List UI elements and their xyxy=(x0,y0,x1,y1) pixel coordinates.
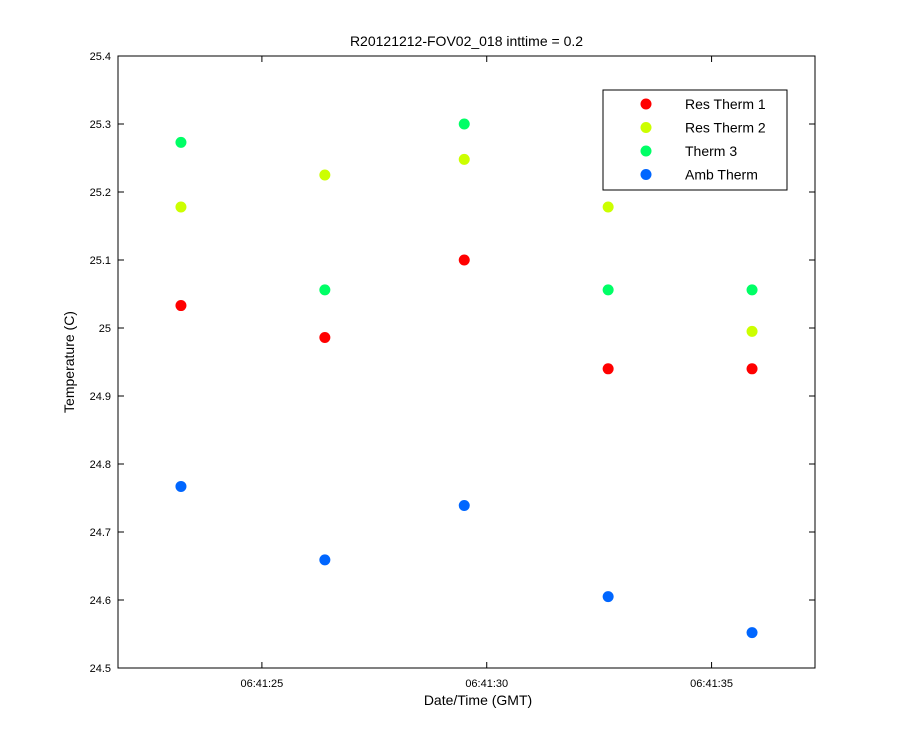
y-tick-label: 25.1 xyxy=(90,255,111,267)
legend-marker-therm-3 xyxy=(640,145,652,157)
point-res-therm-2 xyxy=(458,153,470,165)
legend-marker-res-therm-1 xyxy=(640,98,652,110)
point-res-therm-2 xyxy=(602,201,614,213)
point-therm-3 xyxy=(458,118,470,130)
y-tick-label: 24.8 xyxy=(90,459,111,471)
y-tick-label: 25.2 xyxy=(90,187,111,199)
y-axis-label: Temperature (C) xyxy=(61,311,77,413)
y-tick-label: 24.9 xyxy=(90,391,111,403)
y-tick-label: 24.7 xyxy=(90,527,111,539)
x-axis-label: Date/Time (GMT) xyxy=(424,692,532,708)
y-tick-label: 25.4 xyxy=(90,51,111,63)
legend-label-res-therm-2: Res Therm 2 xyxy=(685,120,766,136)
point-amb-therm xyxy=(175,480,187,492)
x-tick-label: 06:41:35 xyxy=(690,678,733,690)
data-points xyxy=(175,118,758,639)
point-res-therm-1 xyxy=(458,254,470,266)
point-amb-therm xyxy=(458,499,470,511)
point-res-therm-1 xyxy=(175,300,187,312)
point-amb-therm xyxy=(602,591,614,603)
x-tick-label: 06:41:30 xyxy=(465,678,508,690)
point-therm-3 xyxy=(602,284,614,296)
point-res-therm-2 xyxy=(175,201,187,213)
legend-marker-res-therm-2 xyxy=(640,122,652,133)
y-tick-label: 24.6 xyxy=(90,595,111,607)
legend: Res Therm 1 Res Therm 2 Therm 3 Amb Therm xyxy=(602,89,788,191)
legend-label-therm-3: Therm 3 xyxy=(685,143,737,159)
legend-marker-amb-therm xyxy=(640,169,652,180)
legend-label-amb-therm: Amb Therm xyxy=(685,167,758,183)
point-res-therm-1 xyxy=(746,363,758,375)
point-res-therm-2 xyxy=(319,169,331,181)
point-therm-3 xyxy=(746,284,758,296)
point-amb-therm xyxy=(319,554,331,566)
axis-ticks: 06:41:25 06:41:30 06:41:35 24.5 24.6 24.7 24.8… xyxy=(90,51,815,690)
legend-box xyxy=(602,89,788,191)
chart-title: R20121212-FOV02_018 inttime = 0.2 xyxy=(350,33,583,49)
point-res-therm-2 xyxy=(746,325,758,337)
point-therm-3 xyxy=(175,136,187,148)
point-therm-3 xyxy=(319,284,331,296)
legend-label-res-therm-1: Res Therm 1 xyxy=(685,96,766,112)
point-res-therm-1 xyxy=(319,332,331,344)
y-tick-label: 25 xyxy=(99,323,111,335)
point-amb-therm xyxy=(746,627,758,639)
point-res-therm-1 xyxy=(602,363,614,375)
y-tick-label: 24.5 xyxy=(90,663,111,675)
y-tick-label: 25.3 xyxy=(90,119,111,131)
x-tick-label: 06:41:25 xyxy=(240,678,283,690)
